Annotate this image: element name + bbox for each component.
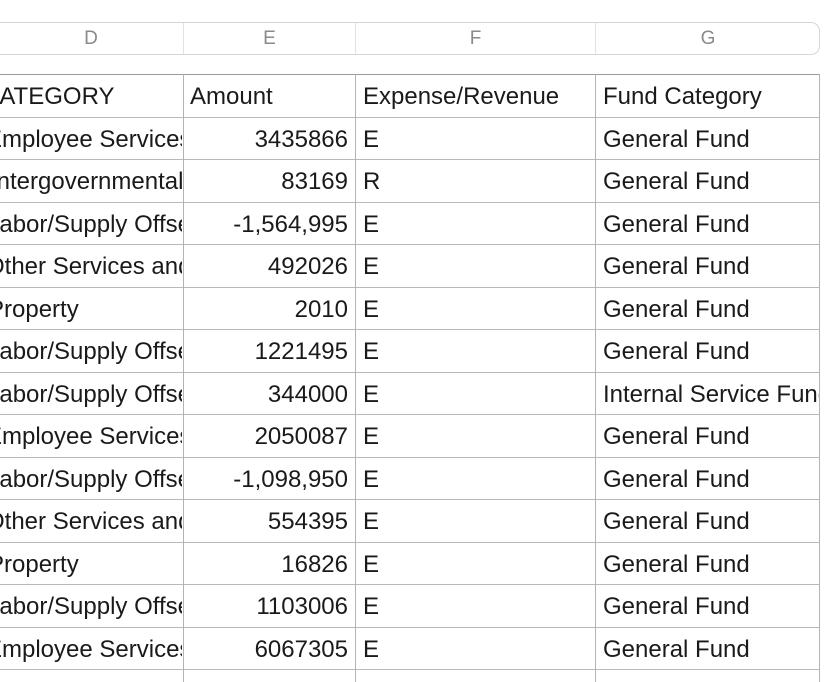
row-gridline	[0, 371, 820, 373]
cell-fund-category[interactable]: General Fund	[603, 508, 750, 535]
cell-category[interactable]: Employee Services	[0, 423, 182, 450]
cell-amount[interactable]: 492026	[267, 253, 348, 280]
cell-expense-revenue[interactable]: E	[363, 593, 380, 620]
cell-amount[interactable]: -1,564,995	[233, 210, 348, 238]
row-gridline	[0, 626, 820, 628]
row-gridline	[0, 584, 820, 585]
cell-category[interactable]: Labor/Supply Offset	[0, 593, 182, 620]
cell-expense-revenue[interactable]: E	[363, 550, 380, 578]
column-separator[interactable]	[595, 23, 596, 54]
cell-fund-category[interactable]: Internal Service Fund	[603, 380, 820, 408]
cell-expense-revenue[interactable]: E	[363, 125, 380, 153]
cell-fund-category[interactable]: General Fund	[603, 635, 750, 663]
row-gridline	[0, 244, 820, 245]
cell-category[interactable]: Labor/Supply Offset	[0, 338, 182, 365]
cell-amount[interactable]: 6067305	[254, 635, 348, 663]
header-cell-category[interactable]: CATEGORY	[0, 83, 115, 110]
row-gridline	[0, 669, 820, 670]
cell-category[interactable]: Property	[0, 295, 79, 323]
row-gridline	[0, 329, 820, 330]
cell-category[interactable]: Other Services and Charges	[0, 508, 182, 535]
cell-expense-revenue[interactable]: E	[363, 338, 380, 365]
cell-amount[interactable]: -1,098,950	[233, 465, 348, 493]
column-gridline	[595, 74, 596, 682]
row-gridline	[0, 201, 820, 203]
column-header-e[interactable]: E	[263, 28, 276, 49]
row-gridline	[0, 159, 820, 160]
cell-expense-revenue[interactable]: E	[363, 295, 380, 323]
column-gridline	[183, 74, 184, 682]
row-gridline	[0, 74, 820, 75]
cell-amount[interactable]: 1221495	[254, 338, 348, 365]
cell-category[interactable]: Labor/Supply Offset	[0, 465, 182, 493]
cell-category[interactable]: Labor/Supply Offset	[0, 380, 182, 408]
cell-fund-category[interactable]: General Fund	[603, 593, 750, 620]
cell-fund-category[interactable]: General Fund	[603, 253, 750, 280]
row-gridline	[0, 541, 820, 543]
cell-fund-category[interactable]: General Fund	[603, 423, 750, 450]
column-header-d[interactable]: D	[84, 28, 98, 49]
cell-category[interactable]: Employee Services	[0, 635, 182, 663]
cell-expense-revenue[interactable]: E	[363, 380, 380, 408]
cell-fund-category[interactable]: General Fund	[603, 338, 750, 365]
cell-expense-revenue[interactable]: E	[363, 210, 380, 238]
cell-category[interactable]: Employee Services	[0, 125, 182, 153]
cell-amount[interactable]: 2010	[294, 295, 348, 323]
cell-fund-category[interactable]: General Fund	[603, 550, 750, 578]
cell-expense-revenue[interactable]: E	[363, 253, 380, 280]
header-cell-expense-revenue[interactable]: Expense/Revenue	[363, 83, 560, 110]
header-cell-amount[interactable]: Amount	[190, 83, 273, 110]
column-header-f[interactable]: F	[469, 28, 482, 49]
row-gridline	[0, 286, 820, 288]
cell-expense-revenue[interactable]: E	[363, 508, 380, 535]
cell-category[interactable]: Labor/Supply Offset	[0, 210, 182, 238]
cell-fund-category[interactable]: General Fund	[603, 125, 750, 153]
cell-grid: CATEGORY Amount Expense/Revenue Fund Cat…	[0, 74, 840, 682]
cell-fund-category[interactable]: General Fund	[603, 210, 750, 238]
cell-category[interactable]: Other Services and Charges	[0, 253, 182, 280]
cell-amount[interactable]: 344000	[267, 380, 348, 408]
column-gridline	[819, 74, 820, 682]
cell-category[interactable]: Property	[0, 550, 79, 578]
cell-fund-category[interactable]: General Fund	[603, 295, 750, 323]
cell-amount[interactable]: 16826	[281, 550, 348, 578]
row-gridline	[0, 414, 820, 415]
column-gridline	[355, 74, 356, 682]
cell-amount[interactable]: 3435866	[254, 125, 348, 153]
row-gridline	[0, 456, 820, 458]
cell-fund-category[interactable]: General Fund	[603, 168, 750, 195]
cell-fund-category[interactable]: General Fund	[603, 465, 750, 493]
cell-expense-revenue[interactable]: R	[363, 168, 381, 195]
header-cell-fund-category[interactable]: Fund Category	[603, 83, 762, 110]
column-separator[interactable]	[183, 23, 184, 54]
column-header-bar	[0, 22, 820, 55]
cell-expense-revenue[interactable]: E	[363, 423, 380, 450]
cell-amount[interactable]: 554395	[267, 508, 348, 535]
column-separator[interactable]	[355, 23, 356, 54]
cell-expense-revenue[interactable]: E	[363, 635, 380, 663]
row-gridline	[0, 116, 820, 118]
column-header-g[interactable]: G	[700, 28, 716, 49]
cell-amount[interactable]: 2050087	[254, 423, 348, 450]
cell-amount[interactable]: 1103006	[256, 593, 348, 620]
cell-amount[interactable]: 83169	[281, 168, 348, 195]
row-gridline	[0, 499, 820, 500]
cell-category[interactable]: Intergovernmental	[0, 168, 182, 195]
cell-expense-revenue[interactable]: E	[363, 465, 380, 493]
